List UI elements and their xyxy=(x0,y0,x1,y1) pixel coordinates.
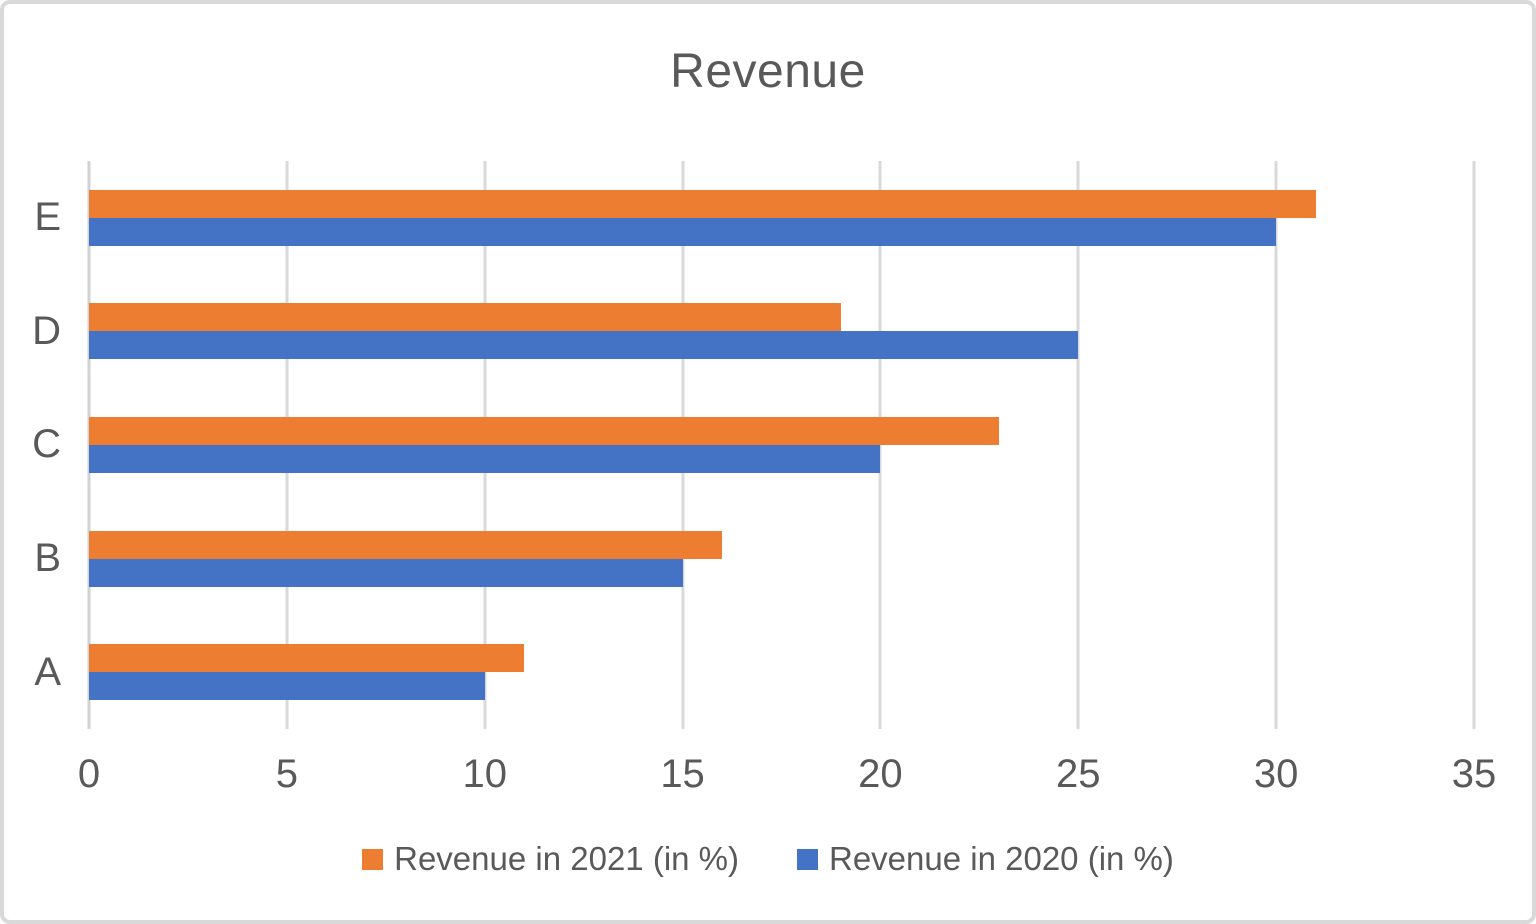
bar-2020-A xyxy=(89,672,485,701)
x-tick-label-10: 10 xyxy=(462,752,507,796)
category-band-E xyxy=(89,161,1474,275)
category-label-D: D xyxy=(32,308,61,353)
gridline-x-20 xyxy=(878,161,882,729)
category-label-A: A xyxy=(34,649,61,694)
legend-item-2020: Revenue in 2020 (in %) xyxy=(797,840,1174,878)
bar-2021-A xyxy=(89,644,525,673)
bar-2021-D xyxy=(89,303,841,332)
bar-2020-C xyxy=(89,444,881,473)
legend: Revenue in 2021 (in %) Revenue in 2020 (… xyxy=(4,840,1532,878)
category-band-C xyxy=(89,388,1474,502)
category-band-B xyxy=(89,502,1474,616)
bar-2021-C xyxy=(89,416,1000,445)
category-axis-labels: E D C B A xyxy=(4,161,61,729)
bar-2020-D xyxy=(89,331,1079,360)
x-tick-label-30: 30 xyxy=(1253,752,1299,796)
category-label-B: B xyxy=(34,536,61,581)
legend-swatch-2020 xyxy=(797,848,818,870)
bar-2020-B xyxy=(89,558,683,587)
bar-2021-E xyxy=(89,189,1316,218)
plot-area xyxy=(87,161,1476,729)
category-band-D xyxy=(89,275,1474,389)
bar-2021-B xyxy=(89,530,723,559)
x-tick-label-5: 5 xyxy=(275,752,298,796)
x-tick-label-25: 25 xyxy=(1056,752,1101,796)
value-axis-labels: 0 5 10 15 20 25 30 35 xyxy=(78,752,1496,798)
bar-2020-E xyxy=(89,217,1277,246)
category-label-C: C xyxy=(32,422,61,467)
category-label-E: E xyxy=(34,195,61,240)
legend-swatch-2021 xyxy=(362,848,384,870)
category-band-A xyxy=(89,615,1474,729)
x-tick-label-35: 35 xyxy=(1451,752,1497,796)
legend-label-2020: Revenue in 2020 (in %) xyxy=(829,840,1174,877)
chart-title: Revenue xyxy=(670,45,866,98)
x-tick-label-15: 15 xyxy=(660,752,705,796)
gridline-x-30 xyxy=(1274,161,1278,729)
bars-layer xyxy=(89,161,1474,729)
gridline-x-35 xyxy=(1472,161,1476,729)
legend-label-2021: Revenue in 2021 (in %) xyxy=(394,840,739,877)
x-tick-label-20: 20 xyxy=(858,752,903,796)
x-tick-label-0: 0 xyxy=(77,752,101,796)
gridline-x-25 xyxy=(1076,161,1080,729)
legend-item-2021: Revenue in 2021 (in %) xyxy=(362,840,739,878)
